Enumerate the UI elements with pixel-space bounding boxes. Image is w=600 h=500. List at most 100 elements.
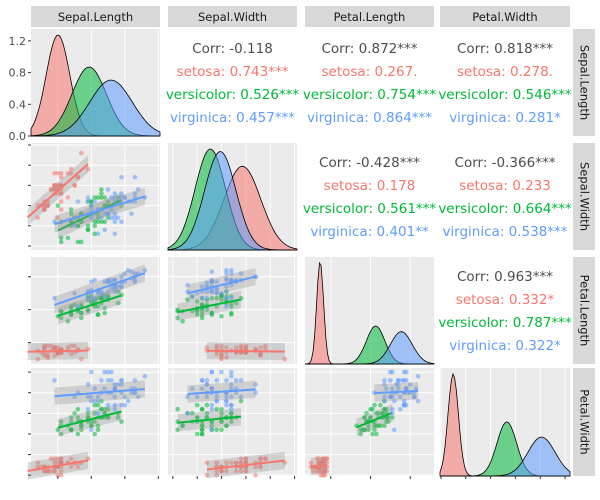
scatter-point-virginica — [122, 271, 128, 276]
scatter-point-setosa — [58, 468, 64, 474]
scatter-point-setosa — [320, 468, 326, 474]
corr-label-virginica: virginica: 0.322* — [449, 338, 561, 354]
scatter-point-virginica — [390, 386, 395, 391]
scatter-point-virginica — [119, 382, 124, 387]
scatter-point-versicolor — [209, 295, 215, 301]
corr-label-overall: Corr: 0.818*** — [457, 41, 553, 57]
scatter-point-versicolor — [95, 427, 101, 433]
scatter-point-versicolor — [89, 299, 94, 304]
scatter-point-versicolor — [105, 199, 111, 204]
scatter-point-virginica — [105, 187, 111, 192]
scatter-point-setosa — [253, 472, 258, 478]
scatter-point-virginica — [209, 406, 215, 412]
scatter-point-versicolor — [55, 203, 61, 208]
strip-top-Petal.Width — [440, 6, 570, 27]
scatter-point-virginica — [229, 369, 234, 375]
scatter-point-versicolor — [85, 309, 91, 314]
scatter-point-setosa — [258, 456, 263, 462]
scatter-point-versicolor — [105, 294, 111, 299]
scatter-point-versicolor — [190, 411, 195, 416]
panel-Petal.Width-Sepal.Length — [27, 368, 160, 480]
scatter-point-virginica — [105, 211, 111, 216]
scatter-point-versicolor — [382, 423, 387, 429]
scatter-point-versicolor — [219, 419, 224, 424]
scatter-point-setosa — [45, 468, 51, 474]
corr-label-virginica: virginica: 0.281* — [449, 110, 561, 126]
scatter-point-virginica — [233, 378, 239, 383]
scatter-point-setosa — [75, 175, 81, 180]
scatter-point-versicolor — [194, 299, 200, 304]
scatter-point-setosa — [42, 207, 47, 212]
scatter-point-virginica — [229, 267, 234, 273]
scatter-point-virginica — [112, 199, 118, 204]
scatter-point-setosa — [263, 343, 268, 349]
scatter-point-setosa — [35, 460, 40, 466]
panel-background — [440, 29, 570, 136]
scatter-point-virginica — [135, 394, 141, 400]
strip-top-Petal.Length — [305, 6, 434, 27]
panel-background — [440, 257, 570, 364]
scatter-point-setosa — [58, 472, 64, 478]
scatter-point-setosa — [55, 460, 61, 466]
scatter-point-setosa — [55, 171, 61, 176]
scatter-point-versicolor — [378, 423, 383, 429]
scatter-point-versicolor — [79, 427, 84, 433]
scatter-point-virginica — [89, 369, 94, 375]
scatter-point-virginica — [224, 394, 229, 400]
scatter-point-setosa — [68, 351, 74, 357]
scatter-point-virginica — [112, 289, 118, 294]
scatter-point-setosa — [224, 355, 229, 360]
scatter-point-setosa — [42, 468, 47, 474]
strip-top-Sepal.Length — [31, 6, 160, 27]
scatter-point-versicolor — [89, 423, 94, 429]
scatter-point-setosa — [55, 183, 61, 188]
scatter-point-setosa — [48, 187, 54, 192]
scatter-point-setosa — [263, 456, 268, 462]
scatter-point-setosa — [214, 460, 219, 466]
scatter-point-versicolor — [85, 411, 91, 416]
scatter-point-virginica — [253, 382, 258, 387]
scatter-point-virginica — [185, 282, 190, 288]
scatter-point-virginica — [204, 378, 210, 383]
scatter-point-versicolor — [180, 318, 185, 324]
scatter-point-virginica — [119, 402, 124, 408]
scatter-point-virginica — [105, 289, 111, 294]
scatter-point-versicolor — [384, 419, 389, 424]
scatter-point-setosa — [320, 472, 326, 478]
scatter-point-virginica — [112, 406, 118, 412]
panel-Sepal.Width-Petal.Length: Corr: -0.428*** setosa: 0.178 versicolor: … — [303, 143, 436, 250]
scatter-point-versicolor — [75, 223, 81, 229]
corr-label-setosa: setosa: 0.278. — [457, 64, 553, 80]
scatter-point-setosa — [45, 351, 51, 357]
scatter-point-virginica — [112, 382, 118, 387]
scatter-point-virginica — [132, 279, 138, 285]
scatter-point-virginica — [112, 191, 118, 196]
scatter-point-virginica — [403, 369, 409, 375]
scatter-point-virginica — [112, 231, 118, 237]
scatter-point-setosa — [324, 468, 330, 474]
scatter-point-virginica — [238, 378, 244, 383]
scatter-point-virginica — [85, 394, 91, 400]
scatter-point-versicolor — [65, 235, 71, 241]
scatter-point-virginica — [95, 394, 101, 400]
scatter-point-setosa — [55, 472, 61, 478]
scatter-point-setosa — [316, 460, 322, 466]
scatter-point-versicolor — [199, 427, 205, 433]
scatter-point-virginica — [396, 386, 401, 391]
scatter-point-versicolor — [89, 199, 94, 204]
panel-Petal.Length-Sepal.Width — [168, 257, 297, 364]
corr-label-setosa: setosa: 0.267. — [322, 64, 418, 80]
scatter-point-versicolor — [68, 312, 74, 317]
scatter-point-virginica — [132, 175, 138, 180]
scatter-point-setosa — [224, 460, 229, 466]
scatter-point-versicolor — [92, 402, 97, 408]
scatter-point-versicolor — [102, 195, 107, 200]
scatter-point-virginica — [253, 390, 258, 396]
scatter-point-virginica — [72, 394, 77, 400]
scatter-point-versicolor — [209, 310, 215, 316]
corr-label-overall: Corr: 0.963*** — [457, 269, 553, 285]
scatter-point-virginica — [132, 378, 138, 383]
scatter-point-virginica — [132, 390, 138, 396]
scatter-point-virginica — [99, 215, 104, 220]
scatter-point-setosa — [58, 171, 64, 176]
